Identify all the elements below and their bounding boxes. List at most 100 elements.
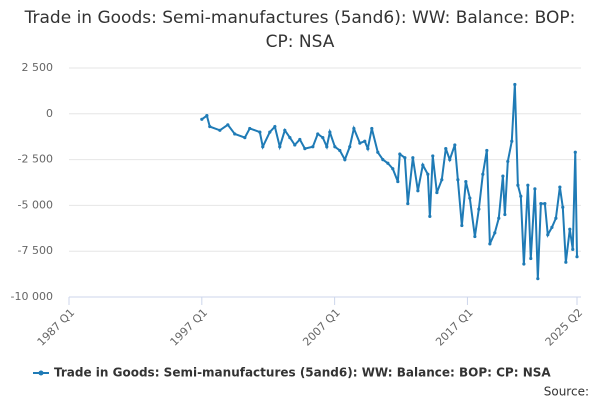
- point: [348, 145, 352, 149]
- point: [536, 277, 540, 281]
- point: [338, 148, 342, 153]
- point: [522, 262, 526, 266]
- point: [328, 130, 332, 134]
- point: [226, 123, 230, 127]
- point: [550, 225, 554, 229]
- point: [493, 231, 497, 235]
- point: [261, 145, 265, 149]
- point: [503, 212, 507, 217]
- point: [543, 201, 547, 206]
- point: [464, 179, 468, 184]
- point: [298, 137, 302, 142]
- point: [396, 179, 400, 184]
- point: [468, 196, 472, 200]
- point: [477, 207, 481, 211]
- chart-title: Trade in Goods: Semi-manufactures (5and6…: [24, 8, 576, 52]
- point: [513, 82, 517, 87]
- point: [283, 128, 287, 132]
- y-tick-label: -2 500: [18, 153, 53, 166]
- point: [516, 183, 520, 187]
- point: [554, 216, 558, 220]
- point: [558, 185, 562, 189]
- point: [358, 141, 362, 145]
- x-tick-label: 2017 Q1: [433, 306, 476, 349]
- point: [398, 152, 402, 156]
- y-tick-label: 2 500: [22, 61, 54, 74]
- point: [288, 136, 292, 140]
- point: [278, 145, 282, 149]
- point: [411, 156, 415, 160]
- point: [403, 156, 407, 160]
- point: [258, 130, 262, 134]
- point: [428, 214, 432, 218]
- point: [501, 174, 505, 178]
- point: [473, 234, 477, 239]
- point: [506, 159, 510, 164]
- point: [293, 143, 297, 147]
- x-tick-label: 2025 Q2: [543, 306, 586, 349]
- point: [519, 194, 523, 198]
- point: [321, 136, 325, 140]
- point: [426, 172, 430, 176]
- point: [440, 178, 444, 182]
- point: [273, 125, 277, 129]
- legend-label: Trade in Goods: Semi-manufactures (5and6…: [54, 366, 551, 380]
- point: [205, 114, 209, 118]
- point: [431, 154, 435, 158]
- point: [575, 255, 579, 259]
- point: [316, 132, 320, 136]
- y-tick-label: -5 000: [18, 198, 53, 211]
- x-tick-label: 1997 Q1: [168, 306, 211, 349]
- y-tick-label: -7 500: [18, 244, 53, 257]
- point: [406, 201, 410, 206]
- point: [363, 139, 367, 143]
- point: [533, 187, 537, 191]
- legend-item: Trade in Goods: Semi-manufactures (5and6…: [33, 366, 551, 380]
- point: [243, 136, 247, 140]
- point: [564, 260, 568, 264]
- point: [481, 172, 485, 176]
- point: [526, 183, 530, 187]
- point: [435, 190, 439, 195]
- y-tick-label: -10 000: [11, 290, 53, 303]
- point: [456, 178, 460, 182]
- point: [391, 167, 395, 171]
- point: [233, 132, 237, 136]
- point: [248, 126, 252, 131]
- point: [303, 147, 307, 151]
- point: [488, 242, 492, 246]
- point: [529, 256, 533, 261]
- point: [218, 128, 222, 132]
- point: [421, 163, 425, 167]
- point: [460, 223, 464, 228]
- point: [386, 161, 390, 165]
- point: [444, 147, 448, 151]
- x-tick-label: 1987 Q1: [35, 306, 78, 349]
- point: [333, 145, 337, 149]
- point: [268, 130, 272, 134]
- point: [571, 247, 575, 251]
- point: [510, 139, 514, 143]
- y-tick-label: 0: [46, 107, 53, 120]
- point: [485, 148, 489, 153]
- source: Source:: [544, 385, 589, 399]
- point: [546, 233, 550, 237]
- legend-marker: [38, 370, 44, 376]
- point: [200, 117, 204, 121]
- point: [416, 189, 420, 193]
- point: [325, 145, 329, 149]
- point: [448, 158, 452, 162]
- x-tick-label: 2007 Q1: [300, 306, 343, 349]
- point: [561, 205, 565, 209]
- point: [453, 143, 457, 147]
- point: [343, 158, 347, 162]
- point: [311, 145, 315, 149]
- point: [370, 126, 374, 131]
- point: [497, 216, 501, 220]
- point: [366, 147, 370, 151]
- point: [568, 227, 572, 231]
- point: [208, 125, 212, 129]
- point: [573, 150, 577, 154]
